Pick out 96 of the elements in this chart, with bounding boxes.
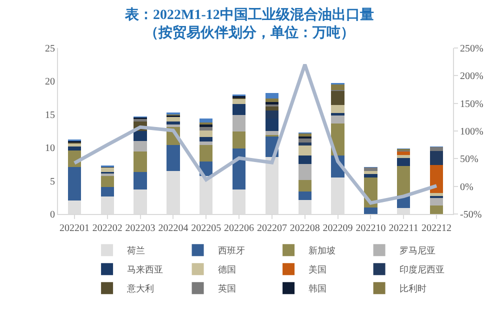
bar [298,180,312,192]
bar [232,132,246,148]
legend-label: 荷兰 [127,246,146,257]
x-tick-label: 202211 [388,223,418,234]
bar [265,93,279,98]
bar [134,119,147,122]
bar [68,144,82,146]
bar [68,146,82,150]
bar [331,91,344,106]
bar [331,116,344,124]
bar [200,124,213,128]
bar [166,117,180,122]
bar [200,130,213,137]
bar [265,98,279,102]
bar [298,134,312,136]
legend-label: 比利时 [399,284,426,295]
bar [134,152,147,172]
legend-label: 德国 [218,264,236,276]
bar [265,102,279,104]
bar [430,164,444,193]
bar [200,118,213,122]
x-tick-label: 202212 [422,223,452,234]
chart-subtitle: （按贸易伙伴划分，单位：万吨） [144,24,354,42]
y-tick-label: 20 [45,76,55,88]
x-tick-label: 202204 [158,223,188,234]
bar [364,168,378,171]
bar [298,138,312,142]
chart-title: 表：2022M1-12中国工业级混合油出口量 [124,6,374,23]
x-tick-label: 202202 [92,223,122,234]
x-tick-label: 202208 [290,223,320,234]
bar [100,176,114,187]
bar [364,207,378,214]
bar [200,136,213,142]
bar [265,131,279,135]
bar [232,99,246,104]
y-tick-label: 15 [45,110,55,121]
bar [397,166,410,196]
legend-label: 英国 [218,284,236,295]
y2-tick-label: 100% [460,126,484,138]
x-tick-label: 202205 [191,223,222,234]
bar [430,146,444,151]
x-tick-label: 202201 [59,223,90,234]
y2-tick-label: 150% [460,98,484,110]
bar [68,166,82,201]
y-tick-label: 25 [45,44,55,54]
y2-tick-label: 250% [460,44,484,54]
y2-tick-label: -50% [460,210,482,220]
legend-label: 印度尼西亚 [399,264,444,276]
bar [397,158,410,166]
bar [298,191,312,200]
bar [166,144,180,171]
bar [331,105,344,114]
bar [232,115,246,132]
legend-label: 马来西亚 [127,264,164,276]
legend-label: 韩国 [308,284,327,295]
bar [100,186,114,197]
bar [364,170,378,174]
y-tick-label: 0 [50,210,55,220]
bar [397,152,410,155]
bar [200,144,213,162]
legend-label: 西班牙 [218,246,245,257]
x-tick-label: 202210 [356,223,386,234]
bar [298,146,312,156]
bar [298,156,312,164]
y2-tick-label: 200% [460,71,484,82]
bar [430,198,444,206]
y2-tick-label: 50% [460,154,478,166]
bar [134,131,147,141]
y-tick-label: 10 [45,143,55,154]
bar [166,122,180,124]
bar [430,205,444,214]
bar [430,150,444,165]
bar [100,168,114,172]
bar [232,104,246,116]
legend-label: 罗马尼亚 [399,246,436,257]
bar [331,113,344,116]
x-tick-label: 202203 [125,223,156,234]
bar [331,84,344,90]
line-series [72,62,438,205]
legend-label: 美国 [308,264,327,276]
legend-label: 意大利 [126,284,154,295]
y2-tick-label: 0% [460,182,474,193]
x-tick-label: 202207 [256,223,287,234]
x-tick-label: 202206 [224,223,254,234]
bar [134,172,147,190]
y-tick-label: 5 [50,176,55,188]
bar [166,124,180,128]
x-tick-label: 202209 [322,223,353,234]
bar [298,164,312,180]
bar [200,142,213,145]
bar [134,140,147,152]
bar [100,174,114,176]
bar [364,174,378,178]
bar [200,127,213,130]
bar [265,106,279,110]
legend-label: 新加坡 [308,246,336,257]
